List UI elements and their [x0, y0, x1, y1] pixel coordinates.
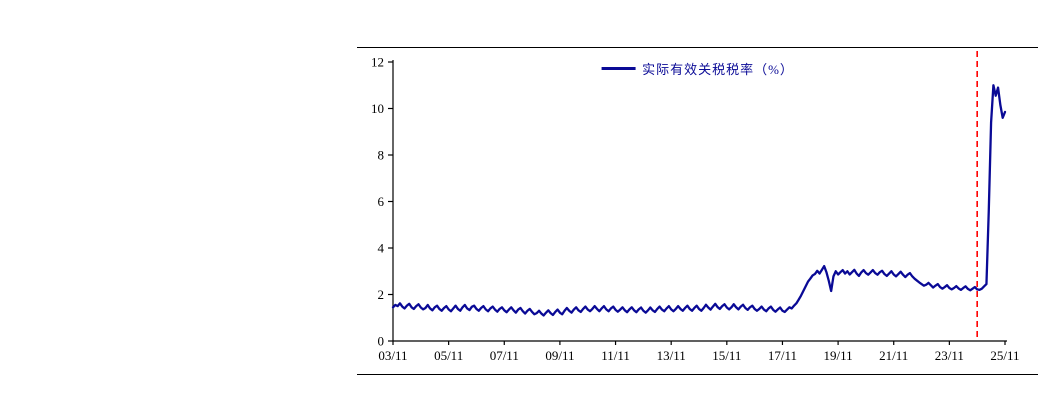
- x-tick-label: 19/11: [824, 348, 853, 363]
- tariff-rate-line: [391, 84, 1007, 317]
- x-tick-label: 03/11: [378, 348, 407, 363]
- y-tick-label: 8: [378, 148, 385, 163]
- y-tick-label: 2: [378, 287, 385, 302]
- legend: 实际有效关税税率（%）: [601, 59, 794, 78]
- line-chart: 0 2 4 6 8 10 12 03/11 05/11 07/11 09/11 11/11 13/11 1…: [371, 51, 1020, 363]
- x-tick-label: 17/11: [768, 348, 797, 363]
- y-tick-label: 4: [378, 241, 385, 256]
- y-tick-label: 0: [378, 334, 385, 349]
- x-tick-label: 15/11: [712, 348, 741, 363]
- x-tick-label: 25/11: [990, 348, 1019, 363]
- x-tick-label: 13/11: [657, 348, 686, 363]
- x-tick-label: 05/11: [434, 348, 463, 363]
- y-tick-label: 12: [371, 55, 384, 70]
- x-tick-label: 07/11: [490, 348, 519, 363]
- x-tick-label: 11/11: [601, 348, 630, 363]
- legend-label: 实际有效关税税率（%）: [642, 62, 794, 77]
- y-tick-label: 6: [378, 194, 385, 209]
- x-tick-label: 23/11: [935, 348, 964, 363]
- legend-line-swatch: [601, 67, 636, 70]
- chart-panel: 实际有效关税税率（%） 0 2 4 6 8 10 12 03/11 05/11 07/11 09/1…: [357, 47, 1038, 375]
- x-tick-label: 21/11: [879, 348, 908, 363]
- y-tick-label: 10: [371, 101, 384, 116]
- x-tick-label: 09/11: [545, 348, 574, 363]
